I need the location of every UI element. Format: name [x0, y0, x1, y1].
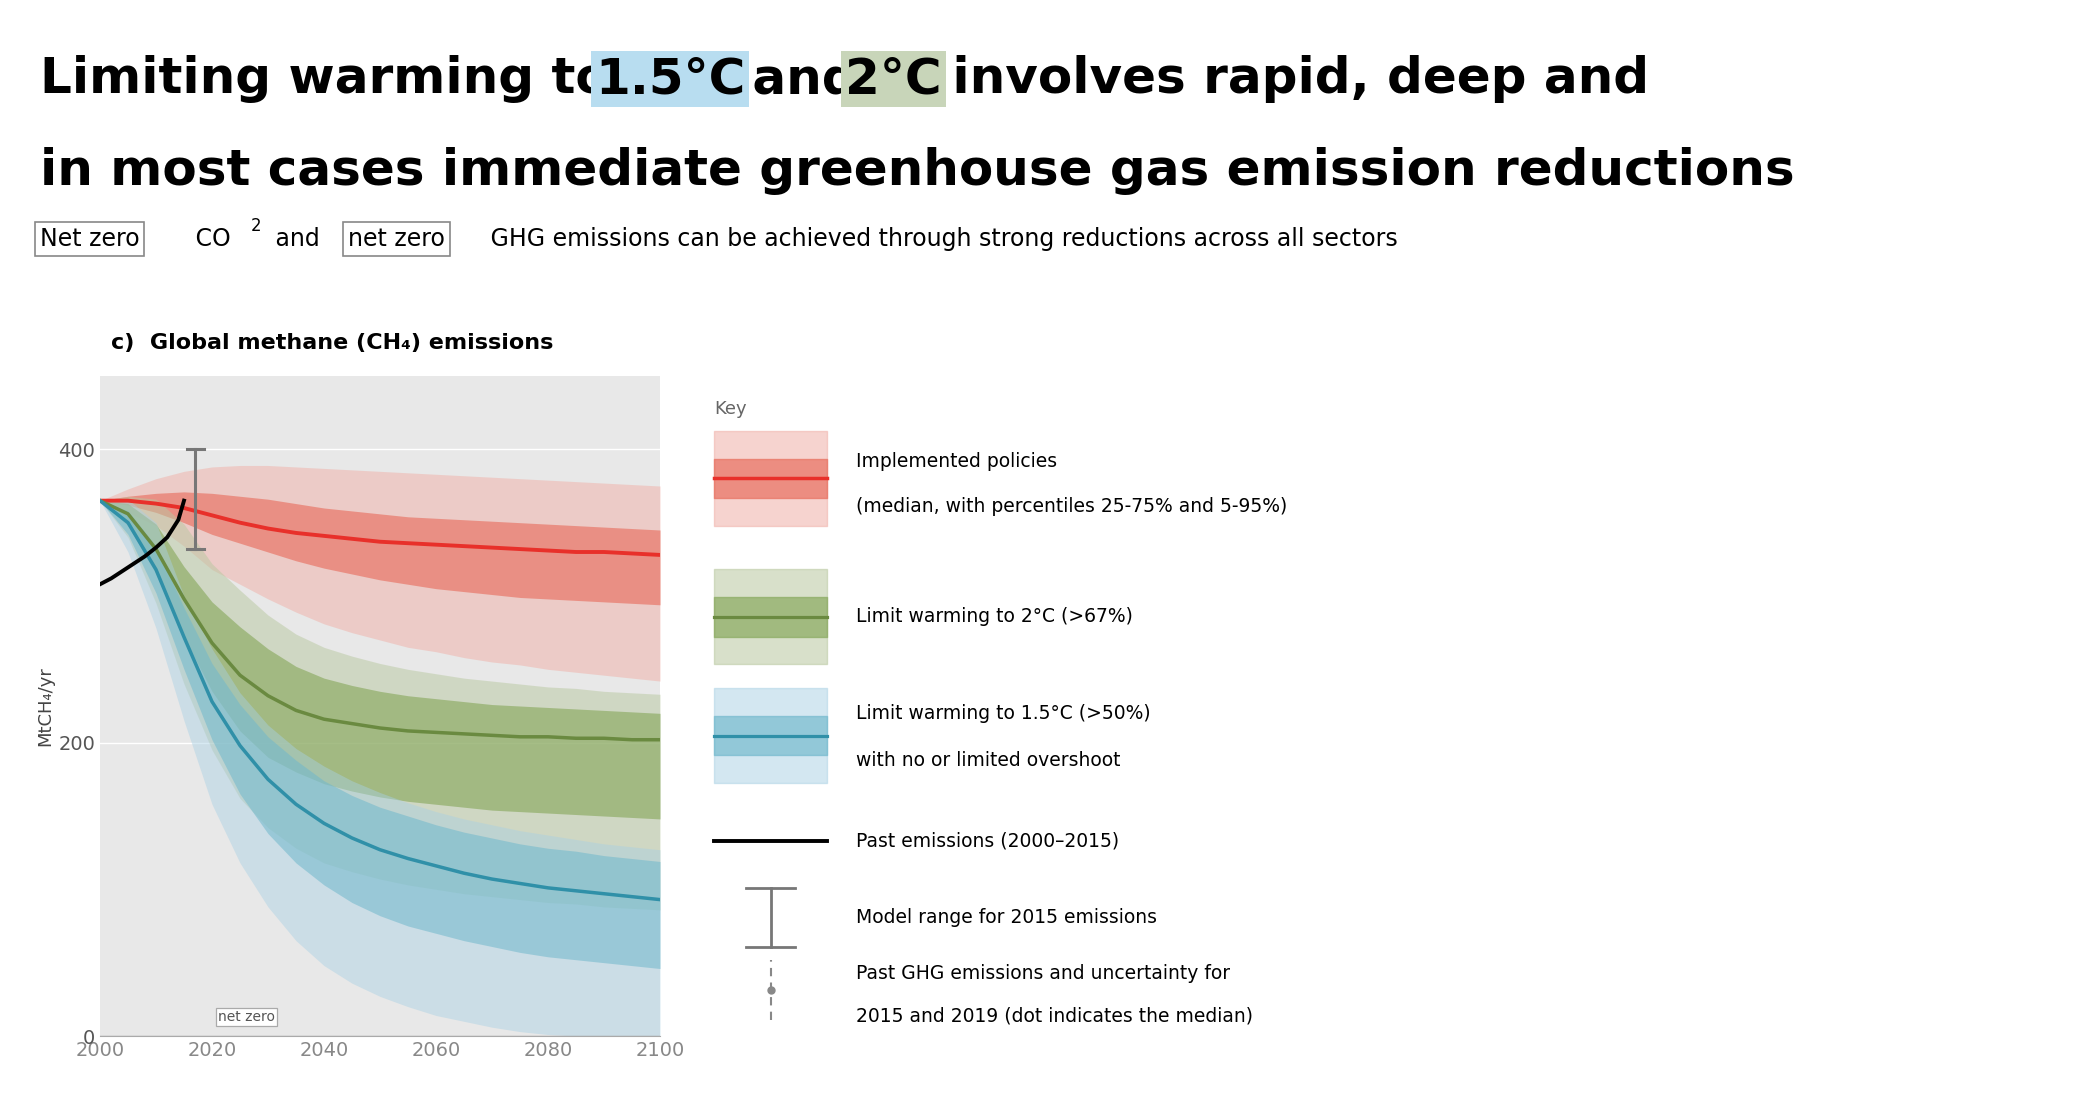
- Text: Key: Key: [714, 400, 748, 418]
- Text: Past GHG emissions and uncertainty for: Past GHG emissions and uncertainty for: [857, 963, 1231, 983]
- Text: Model range for 2015 emissions: Model range for 2015 emissions: [857, 907, 1157, 927]
- Text: (median, with percentiles 25-75% and 5-95%): (median, with percentiles 25-75% and 5-9…: [857, 496, 1287, 515]
- Text: Limiting warming to: Limiting warming to: [40, 55, 628, 103]
- Text: 2°C: 2°C: [844, 55, 941, 103]
- Text: 2: 2: [252, 217, 262, 235]
- Text: CO: CO: [189, 227, 231, 251]
- Text: Implemented policies: Implemented policies: [857, 453, 1058, 471]
- Text: Limit warming to 2°C (>67%): Limit warming to 2°C (>67%): [857, 607, 1134, 627]
- Text: and: and: [269, 227, 328, 251]
- Text: GHG emissions can be achieved through strong reductions across all sectors: GHG emissions can be achieved through st…: [483, 227, 1399, 251]
- Text: 2015 and 2019 (dot indicates the median): 2015 and 2019 (dot indicates the median): [857, 1007, 1254, 1026]
- Text: with no or limited overshoot: with no or limited overshoot: [857, 751, 1121, 770]
- Y-axis label: MtCH₄/yr: MtCH₄/yr: [36, 666, 55, 746]
- Text: in most cases immediate greenhouse gas emission reductions: in most cases immediate greenhouse gas e…: [40, 147, 1796, 195]
- Text: and: and: [735, 55, 876, 103]
- Text: Past emissions (2000–2015): Past emissions (2000–2015): [857, 832, 1119, 850]
- Text: net zero: net zero: [349, 227, 445, 251]
- Text: 1.5°C: 1.5°C: [594, 55, 746, 103]
- Text: Net zero: Net zero: [40, 227, 139, 251]
- Text: c)  Global methane (CH₄) emissions: c) Global methane (CH₄) emissions: [111, 333, 554, 353]
- Text: Limit warming to 1.5°C (>50%): Limit warming to 1.5°C (>50%): [857, 705, 1151, 723]
- Text: net zero: net zero: [218, 1011, 275, 1025]
- Text: involves rapid, deep and: involves rapid, deep and: [934, 55, 1648, 103]
